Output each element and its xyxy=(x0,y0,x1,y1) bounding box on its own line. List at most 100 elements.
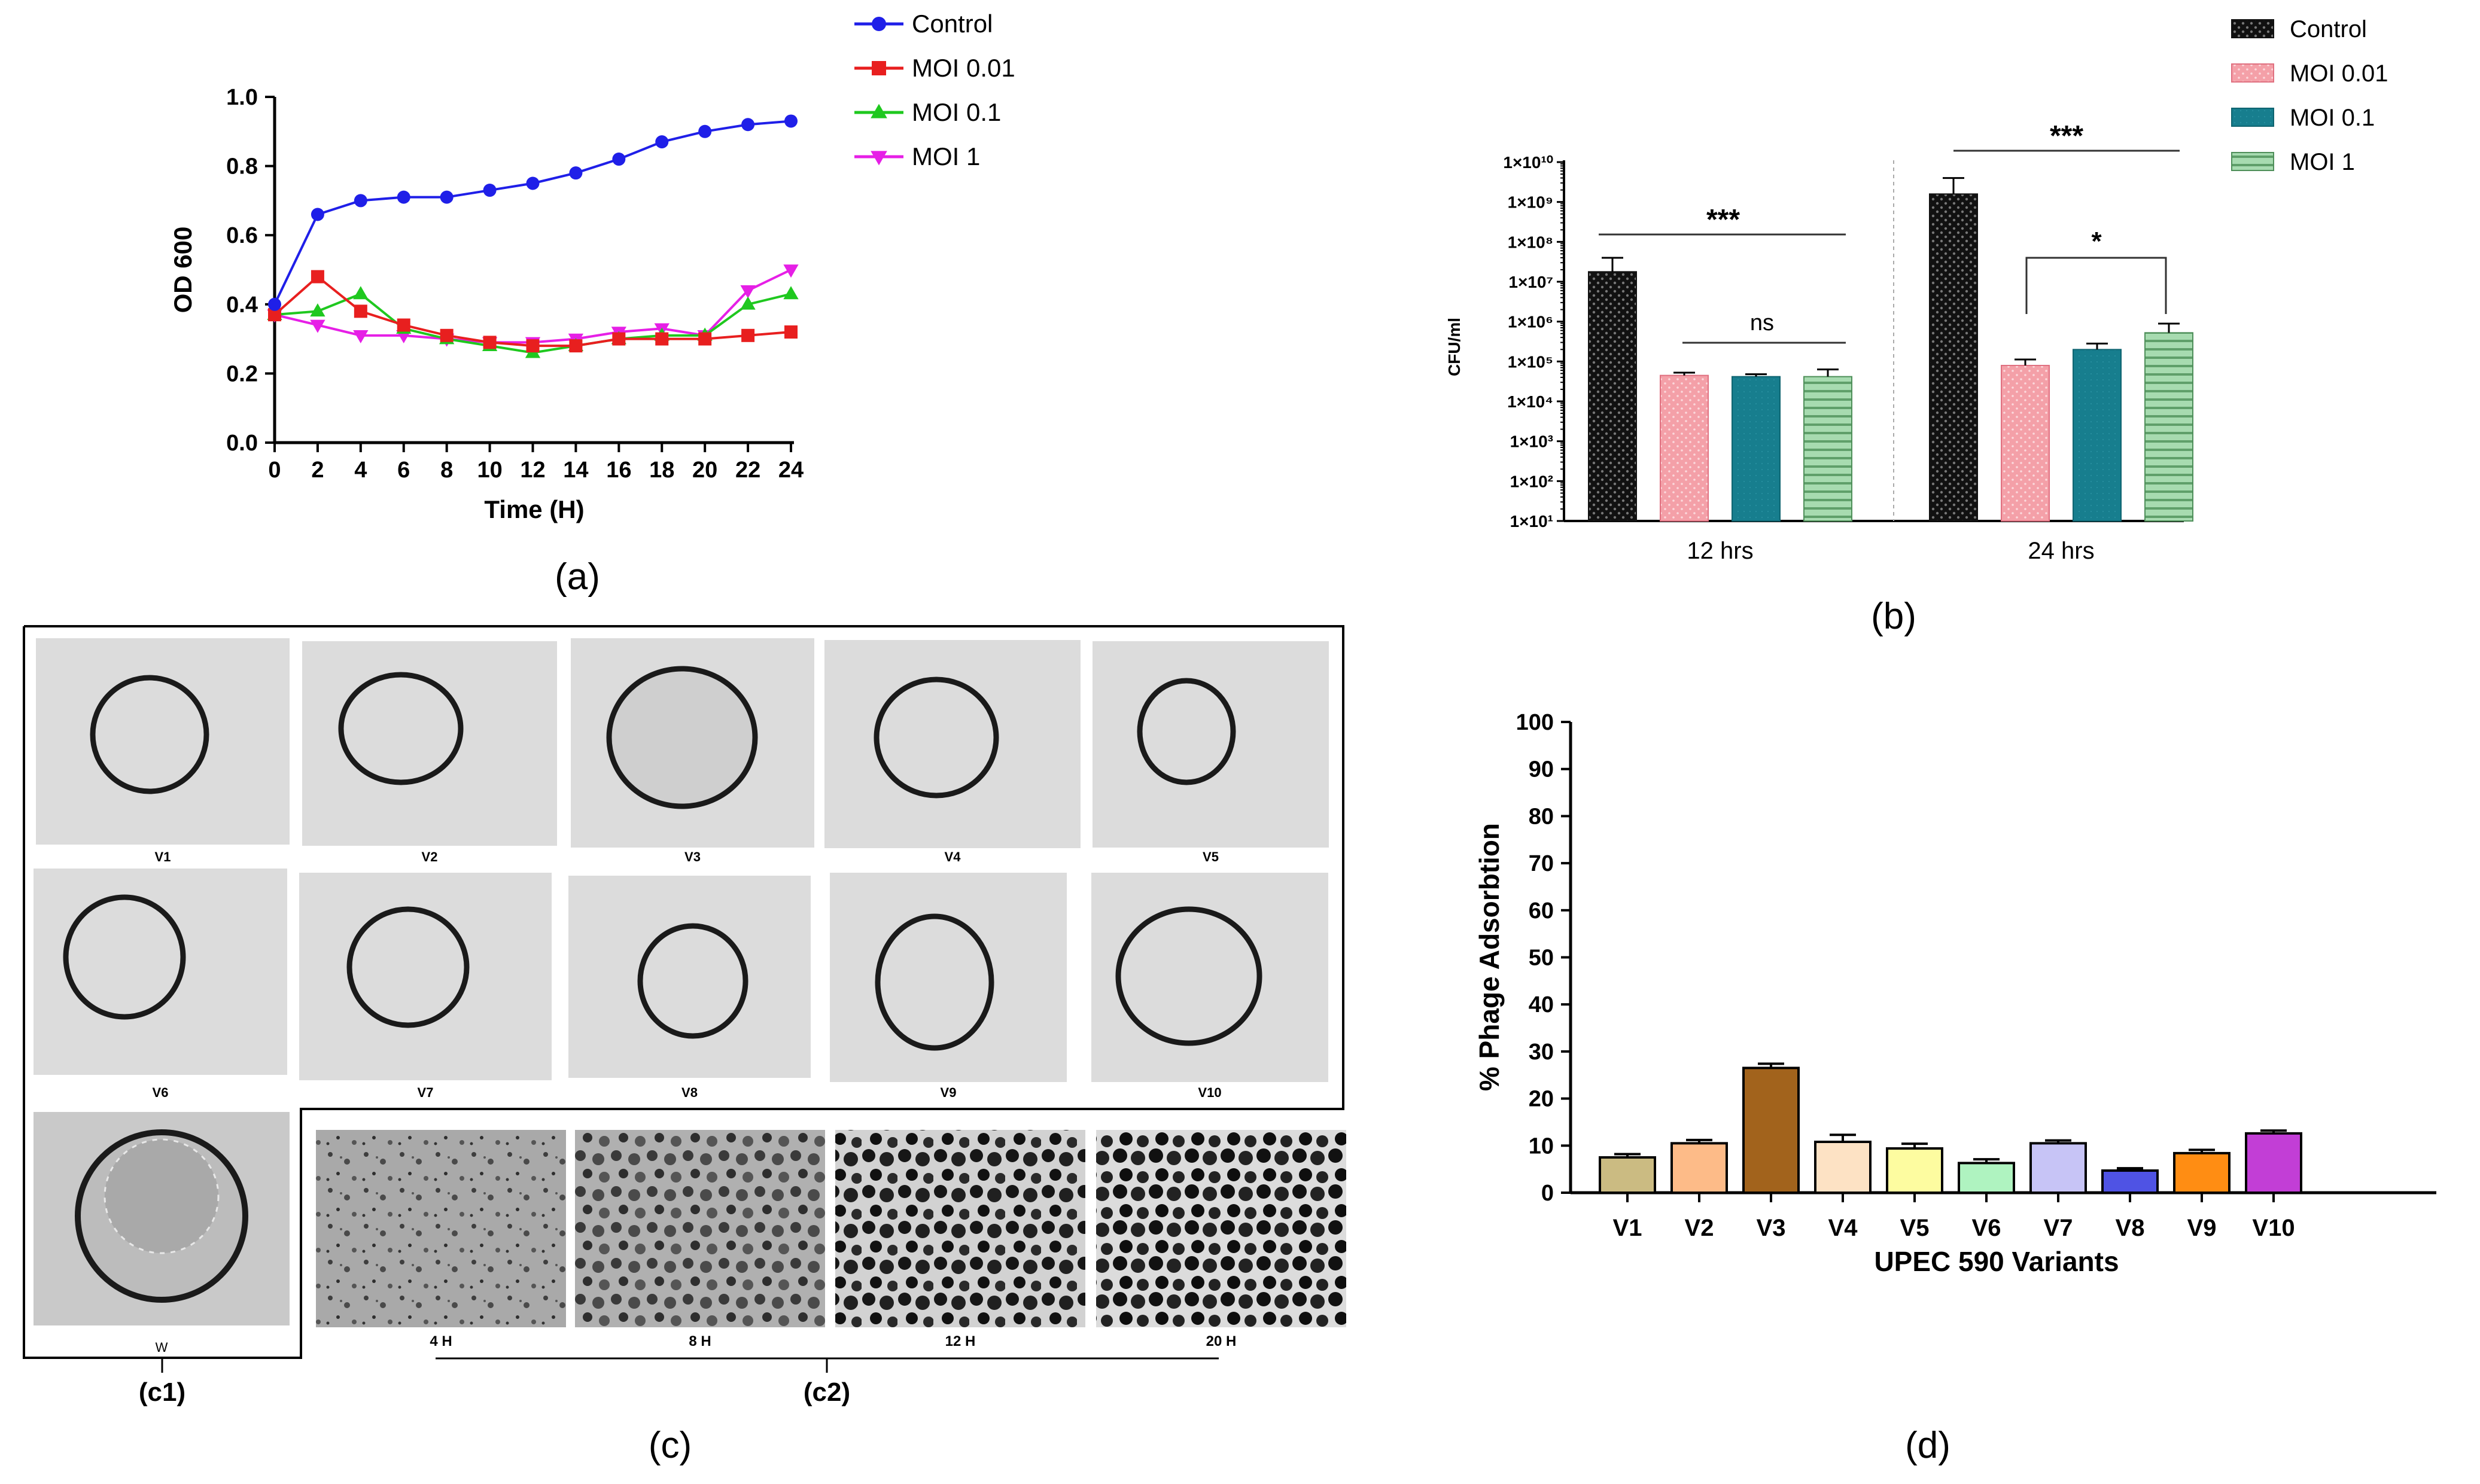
d-x-tick-label: V1 xyxy=(1613,1215,1642,1241)
plate-spot-ring xyxy=(1115,906,1262,1046)
panel-a-label: (a) xyxy=(555,556,600,598)
a-x-tick-label: 12 xyxy=(520,458,545,483)
a-data-point xyxy=(526,339,540,353)
plate-photo xyxy=(36,638,290,845)
b-sig-12-ns: ns xyxy=(1750,310,1774,336)
panel-d-label: (d) xyxy=(1905,1425,1950,1466)
plate-variant-label: V10 xyxy=(1198,1085,1221,1100)
a-legend-label: MOI 0.01 xyxy=(912,54,1015,82)
a-y-tick-label: 0.2 xyxy=(226,361,258,386)
plaque-time-photo xyxy=(316,1130,566,1327)
d-bar xyxy=(1958,1162,2015,1194)
d-y-tick-label: 60 xyxy=(1529,898,1554,924)
a-data-point xyxy=(397,318,410,332)
b-y-tick-label: 1×10⁵ xyxy=(1508,352,1553,371)
a-data-point xyxy=(698,332,712,346)
a-legend-label: Control xyxy=(912,10,993,38)
d-y-tick-label: 80 xyxy=(1529,804,1554,829)
a-data-point xyxy=(783,264,799,278)
b-bar xyxy=(1929,193,1978,522)
a-series-line xyxy=(274,269,792,344)
a-data-point xyxy=(483,336,497,349)
a-data-point xyxy=(612,153,626,166)
panel-c-label: (c) xyxy=(649,1425,692,1466)
a-x-label: Time (H) xyxy=(484,495,584,523)
plate-spot-ring xyxy=(1137,678,1236,785)
a-y-tick-label: 0.6 xyxy=(226,223,258,248)
d-y-tick-label: 90 xyxy=(1529,757,1554,782)
plate-spot-ring xyxy=(606,666,758,809)
b-legend-swatch xyxy=(2231,63,2274,83)
d-x-tick-label: V9 xyxy=(2187,1215,2217,1241)
plate-spot-ring xyxy=(338,672,464,785)
a-data-point xyxy=(483,184,497,197)
plate-spot-ring xyxy=(90,675,209,794)
a-data-point xyxy=(397,190,410,204)
b-y-tick-label: 1×10⁶ xyxy=(1508,313,1553,331)
b-bar xyxy=(1732,376,1781,522)
b-y-label: CFU/ml xyxy=(1445,318,1463,376)
b-y-tick-label: 1×10² xyxy=(1510,472,1553,490)
a-data-point xyxy=(740,285,756,298)
b-bar xyxy=(1588,271,1637,522)
d-x-tick-label: V8 xyxy=(2116,1215,2145,1241)
panel-b-label: (b) xyxy=(1871,596,1916,637)
plaque-time-photo xyxy=(575,1130,825,1327)
b-legend-label: MOI 0.01 xyxy=(2290,60,2388,87)
b-sig-24-all: *** xyxy=(2050,120,2083,152)
plate-variant-label: V9 xyxy=(941,1085,957,1100)
b-significance: *** ns *** * xyxy=(1599,120,2180,344)
d-bar xyxy=(1670,1142,1728,1194)
plate-spot-ring xyxy=(637,923,748,1039)
b-y-tick-label: 1×10¹ xyxy=(1510,512,1553,531)
a-data-point xyxy=(268,308,281,322)
a-data-point xyxy=(354,194,367,208)
a-legend-label: MOI 0.1 xyxy=(912,98,1001,126)
d-bar xyxy=(1599,1156,1656,1194)
a-x-tick-label: 22 xyxy=(735,458,760,483)
d-bar xyxy=(2245,1132,2302,1194)
d-y-label: % Phage Adsorbtion xyxy=(1474,823,1505,1091)
a-data-point xyxy=(440,190,454,204)
a-data-point xyxy=(569,339,583,353)
a-data-point xyxy=(440,328,454,342)
d-bar xyxy=(2029,1142,2087,1194)
a-data-point xyxy=(612,332,626,346)
c1-label: (c1) xyxy=(139,1378,185,1407)
plaque-time-label: 4 H xyxy=(430,1333,452,1349)
a-y-tick-label: 0.8 xyxy=(226,154,258,179)
plate-variant-label: V8 xyxy=(681,1085,698,1100)
a-x-tick-label: 6 xyxy=(397,458,410,483)
plate-spot-ring xyxy=(346,906,470,1028)
plate-photo xyxy=(830,873,1067,1082)
b-y-tick-label: 1×10³ xyxy=(1510,432,1553,451)
b-y-tick-label: 1×10⁷ xyxy=(1508,273,1553,291)
d-y-tick-label: 70 xyxy=(1529,851,1554,876)
d-y-tick-label: 0 xyxy=(1541,1181,1554,1206)
b-legend-swatch xyxy=(2231,108,2274,127)
plate-variant-label: V2 xyxy=(422,849,438,864)
d-x-tick-label: V2 xyxy=(1685,1215,1714,1241)
a-data-point xyxy=(741,118,755,132)
a-data-point xyxy=(354,304,367,318)
panel-a-chart: 0 2 4 6 8 10 12 14 16 18 20 22 240.00.20.40.60.81.0 … xyxy=(169,10,1015,523)
plate-variant-label: V1 xyxy=(155,849,171,864)
b-bar xyxy=(2001,365,2050,522)
plate-photo xyxy=(299,873,552,1080)
b-bar xyxy=(2144,332,2193,522)
d-x-tick-label: V3 xyxy=(1757,1215,1786,1241)
a-data-point xyxy=(310,319,325,333)
plate-variant-label: V6 xyxy=(153,1085,169,1100)
a-series-line xyxy=(273,120,792,305)
b-x-tick-label: 24 hrs xyxy=(2028,538,2094,564)
d-y-tick-label: 50 xyxy=(1529,946,1554,971)
a-data-point xyxy=(784,114,798,128)
a-y-tick-label: 0.0 xyxy=(226,431,258,456)
a-legend-marker xyxy=(871,103,887,118)
a-data-point xyxy=(655,135,669,149)
a-data-point xyxy=(784,325,798,339)
plate-w-label: W xyxy=(156,1340,168,1355)
plate-photo xyxy=(1091,873,1328,1082)
a-data-point xyxy=(783,286,799,300)
plate-spot-ring xyxy=(875,913,994,1051)
